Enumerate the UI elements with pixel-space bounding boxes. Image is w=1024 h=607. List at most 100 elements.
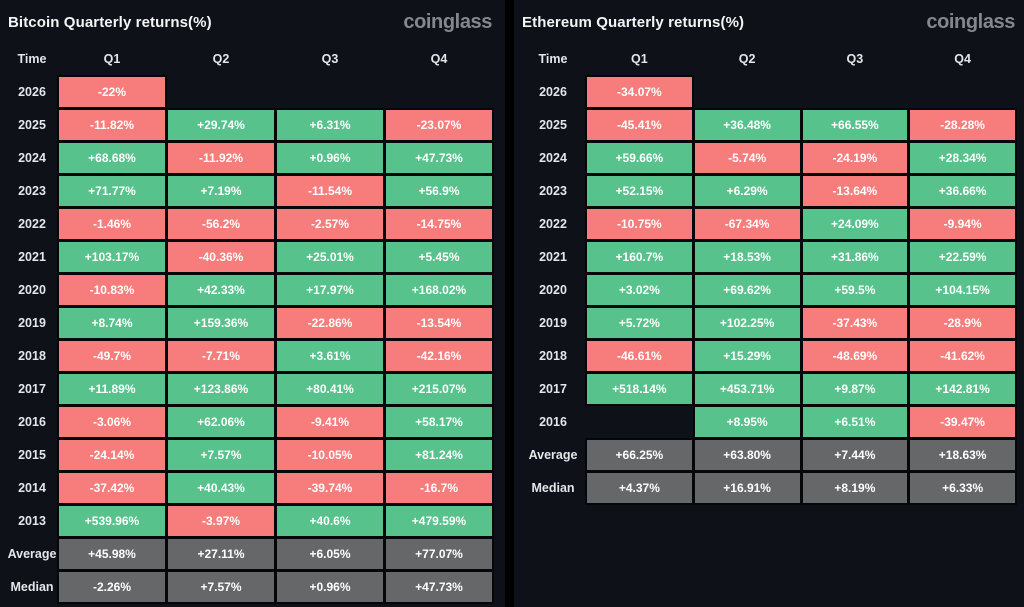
- return-cell: -45.41%: [587, 110, 692, 140]
- bitcoin-panel: Bitcoin Quarterly returns(%) coinglass T…: [0, 0, 505, 607]
- panel-divider: [505, 0, 514, 607]
- return-cell: +5.72%: [587, 308, 692, 338]
- return-cell: -37.42%: [59, 473, 165, 503]
- row-label: 2018: [18, 349, 46, 363]
- quarter-column-header: Q3: [321, 52, 339, 66]
- row-label: 2017: [539, 382, 567, 396]
- return-cell: -11.54%: [277, 176, 383, 206]
- return-cell: +59.5%: [802, 275, 908, 305]
- empty-cell: [168, 77, 274, 107]
- empty-cell: [386, 77, 492, 107]
- return-cell: +71.77%: [59, 176, 165, 206]
- return-cell: +3.61%: [277, 341, 383, 371]
- return-cell: +59.66%: [587, 143, 692, 173]
- return-cell: -14.75%: [386, 209, 492, 239]
- return-cell: +7.44%: [802, 440, 908, 470]
- row-label: 2018: [539, 349, 567, 363]
- return-cell: -11.82%: [59, 110, 165, 140]
- return-cell: -48.69%: [802, 341, 908, 371]
- return-cell: -10.05%: [277, 440, 383, 470]
- return-cell: -49.7%: [59, 341, 165, 371]
- return-cell: +4.37%: [587, 473, 692, 503]
- row-label: 2024: [539, 151, 567, 165]
- return-cell: +18.63%: [910, 440, 1015, 470]
- return-cell: -1.46%: [59, 209, 165, 239]
- return-cell: +29.74%: [168, 110, 274, 140]
- return-cell: +36.66%: [910, 176, 1015, 206]
- row-label: 2022: [539, 217, 567, 231]
- return-cell: +31.86%: [802, 242, 908, 272]
- return-cell: +11.89%: [59, 374, 165, 404]
- quarter-column-header: Q2: [212, 52, 230, 66]
- return-cell: +7.57%: [168, 440, 274, 470]
- return-cell: +40.43%: [168, 473, 274, 503]
- return-cell: -16.7%: [386, 473, 492, 503]
- return-cell: +6.29%: [694, 176, 800, 206]
- row-label: 2013: [18, 514, 46, 528]
- row-label: 2019: [18, 316, 46, 330]
- row-label: 2016: [539, 415, 567, 429]
- return-cell: -46.61%: [587, 341, 692, 371]
- return-cell: +7.19%: [168, 176, 274, 206]
- ethereum-returns-table: Time Q1 Q2 Q3 Q4 2026 -34.07% 2025 -45.41% +36.48…: [522, 44, 1015, 503]
- return-cell: -24.19%: [802, 143, 908, 173]
- return-cell: +168.02%: [386, 275, 492, 305]
- return-cell: +47.73%: [386, 143, 492, 173]
- empty-cell: [277, 77, 383, 107]
- return-cell: +6.51%: [802, 407, 908, 437]
- row-label: Average: [7, 547, 57, 561]
- return-cell: +66.55%: [802, 110, 908, 140]
- return-cell: +3.02%: [587, 275, 692, 305]
- return-cell: -3.97%: [168, 506, 274, 536]
- return-cell: -56.2%: [168, 209, 274, 239]
- row-label: Median: [10, 580, 54, 594]
- quarter-column-header: Q1: [631, 52, 648, 66]
- quarter-column-header: Q1: [103, 52, 121, 66]
- return-cell: +518.14%: [587, 374, 692, 404]
- return-cell: -11.92%: [168, 143, 274, 173]
- return-cell: +6.31%: [277, 110, 383, 140]
- return-cell: +47.73%: [386, 572, 492, 602]
- return-cell: +6.33%: [910, 473, 1015, 503]
- ethereum-panel-title: Ethereum Quarterly returns(%): [522, 13, 745, 31]
- row-label: Median: [531, 481, 575, 495]
- empty-cell: [910, 77, 1015, 107]
- row-label: 2024: [18, 151, 46, 165]
- return-cell: -39.74%: [277, 473, 383, 503]
- time-column-header: Time: [538, 52, 568, 66]
- return-cell: +28.34%: [910, 143, 1015, 173]
- return-cell: +159.36%: [168, 308, 274, 338]
- row-label: 2016: [18, 415, 46, 429]
- row-label: 2022: [18, 217, 46, 231]
- row-label: 2021: [18, 250, 46, 264]
- return-cell: -13.64%: [802, 176, 908, 206]
- return-cell: -40.36%: [168, 242, 274, 272]
- row-label: 2021: [539, 250, 567, 264]
- row-label: 2020: [18, 283, 46, 297]
- return-cell: +5.45%: [386, 242, 492, 272]
- return-cell: -28.28%: [910, 110, 1015, 140]
- return-cell: -3.06%: [59, 407, 165, 437]
- return-cell: +17.97%: [277, 275, 383, 305]
- return-cell: +479.59%: [386, 506, 492, 536]
- return-cell: +15.29%: [694, 341, 800, 371]
- return-cell: +102.25%: [694, 308, 800, 338]
- return-cell: +8.95%: [694, 407, 800, 437]
- row-label: 2023: [18, 184, 46, 198]
- row-label: 2014: [18, 481, 46, 495]
- return-cell: +22.59%: [910, 242, 1015, 272]
- coinglass-logo: coinglass: [403, 11, 492, 33]
- return-cell: +142.81%: [910, 374, 1015, 404]
- return-cell: -22%: [59, 77, 165, 107]
- return-cell: -41.62%: [910, 341, 1015, 371]
- quarter-column-header: Q4: [954, 52, 971, 66]
- return-cell: +18.53%: [694, 242, 800, 272]
- return-cell: +27.11%: [168, 539, 274, 569]
- return-cell: +45.98%: [59, 539, 165, 569]
- ethereum-panel: Ethereum Quarterly returns(%) coinglass …: [514, 0, 1024, 607]
- return-cell: -9.41%: [277, 407, 383, 437]
- return-cell: +215.07%: [386, 374, 492, 404]
- empty-cell: [587, 407, 692, 437]
- return-cell: +58.17%: [386, 407, 492, 437]
- return-cell: -34.07%: [587, 77, 692, 107]
